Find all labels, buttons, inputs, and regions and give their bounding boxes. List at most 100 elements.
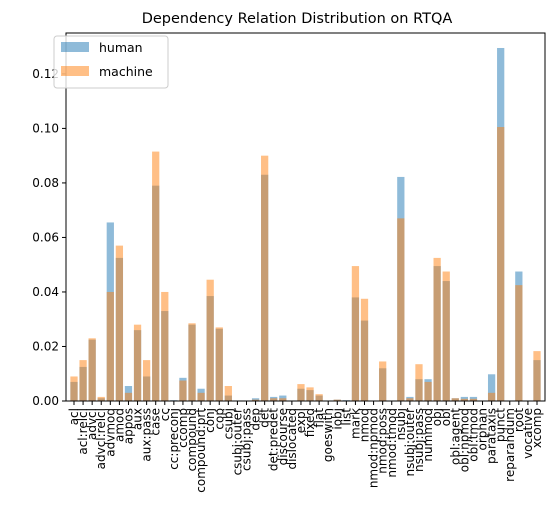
machine-bar [124,392,133,401]
machine-bar [442,271,450,401]
machine-bar [161,291,169,401]
x-tick-label: amod [112,408,126,442]
machine-bar [115,245,124,401]
machine-bar [297,384,305,401]
y-tick-label: 0.12 [32,67,59,81]
machine-bar [460,398,468,401]
human-bar [251,398,260,401]
y-tick-label: 0.06 [32,230,59,244]
machine-bar [79,360,87,401]
x-tick-label: obl [439,408,453,426]
x-tick-label: goeswith [321,408,335,462]
x-tick-label: flat [312,408,326,428]
machine-bar [88,338,96,401]
machine-bar [351,266,360,401]
machine-bar [143,360,151,401]
legend-swatch-human [61,42,89,52]
y-tick-label: 0.04 [32,285,59,299]
x-tick-label: advcl [85,408,99,440]
x-tick-label: csubj [221,408,235,439]
x-tick-label: punct [494,408,508,442]
x-tick-label: discourse [276,408,290,465]
x-tick-label: acl:relcl [76,408,90,455]
x-tick-label: nummod [421,408,435,462]
legend: human machine [53,35,169,89]
legend-label-machine: machine [99,64,153,79]
machine-bar [533,351,541,401]
machine-bar [469,398,478,401]
machine-bar [197,392,205,401]
legend-swatch-machine [61,66,89,76]
x-tick-label: obl:npmod [457,408,471,472]
machine-bar [179,380,187,401]
y-axis: 0.00 0.02 0.04 0.06 0.08 0.10 0.12 [32,67,66,408]
x-tick-label: vocative [521,408,535,459]
machine-bar [333,399,341,401]
machine-bar [279,398,287,401]
x-tick-label: det [258,408,272,428]
machine-bar [224,386,232,401]
x-tick-label: nmod:poss [376,408,390,474]
x-tick-label: cc:preconj [167,408,181,470]
x-tick-label: advmod [103,408,117,457]
x-tick-label: cop [212,408,226,430]
machine-bar [215,327,223,401]
x-tick-label: aux:pass [140,408,154,462]
machine-bar [397,218,405,401]
x-tick-label: advcl:relcl [94,408,108,469]
human-bar [487,374,496,401]
machine-bar [497,127,505,401]
machine-bar [306,387,314,401]
x-tick-label: nsubj:pass [412,408,426,472]
machine-bar [415,364,423,401]
x-tick-label: csubj:outer [230,408,244,475]
y-tick-label: 0.00 [32,394,59,408]
machine-bar [251,399,260,401]
machine-bar [487,392,496,401]
machine-bar [451,398,459,401]
legend-label-human: human [99,40,143,55]
machine-bar [315,394,323,401]
machine-bar [433,257,441,401]
x-tick-label: cc [158,408,172,421]
x-tick-label: xcomp [530,408,544,448]
x-tick-label: nsubj:outer [403,408,417,476]
x-tick-label: ccomp [176,408,190,448]
x-tick-label: nmod:npmod [367,408,381,488]
y-tick-label: 0.10 [32,121,59,135]
x-tick-label: orphan [476,408,490,450]
x-tick-label: dep [249,408,263,431]
x-tick-label: appos [121,408,135,444]
machine-bars [70,127,541,401]
x-tick-label: compound:prt [194,408,208,493]
plot-frame [65,32,546,402]
x-tick-label: det:predet [267,408,281,471]
x-tick-label: obl:agent [448,408,462,465]
x-tick-label: obj [430,408,444,426]
x-tick-label: nmod [358,408,372,442]
machine-bar [70,376,78,401]
machine-bar [97,396,105,401]
machine-bar [206,279,214,401]
chart-title: Dependency Relation Distribution on RTQA [142,11,453,27]
x-tick-label: parataxis [485,408,499,464]
y-tick-label: 0.08 [32,176,59,190]
x-tick-label: compound [185,408,199,471]
machine-bar [188,323,196,401]
x-tick-label: root [512,408,526,432]
x-tick-label: acl [67,408,81,425]
x-tick-label: conj [203,408,217,433]
machine-bar [133,324,142,401]
x-tick-label: case [149,408,163,436]
x-tick-label: mark [348,408,362,439]
x-tick-label: nsubj [394,408,408,440]
x-tick-label: list [339,408,353,426]
x-tick-label: reparandum [503,408,517,482]
x-axis: aclacl:relcladvcladvcl:relcladvmodamodap… [67,401,544,493]
machine-bar [152,151,160,401]
x-tick-label: obl:tmod [466,408,480,462]
machine-bar [261,155,269,401]
machine-bar [406,398,414,401]
y-tick-label: 0.02 [32,339,59,353]
